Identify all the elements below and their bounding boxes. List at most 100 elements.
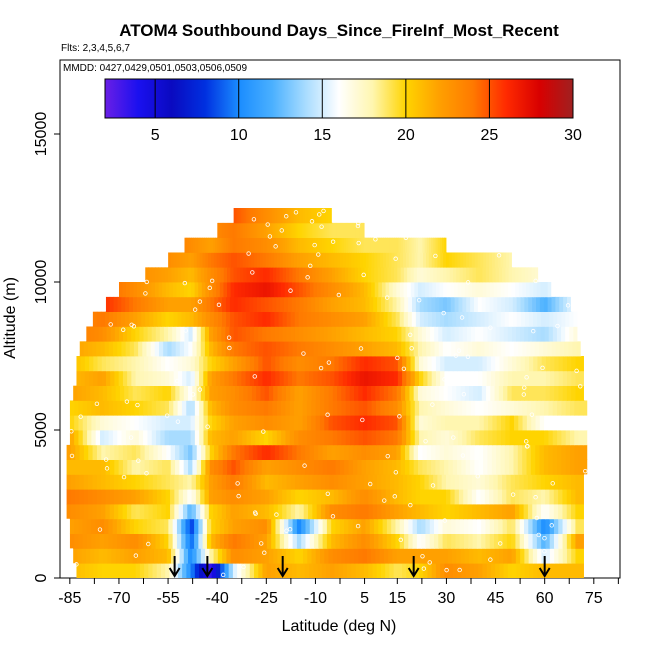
profile-markers: [168, 556, 551, 578]
heatmap-cell: [79, 341, 85, 357]
heatmap-cell: [234, 282, 239, 298]
heatmap-cell: [413, 444, 419, 460]
heatmap-cell: [221, 504, 227, 520]
heatmap-cell: [224, 370, 230, 386]
heatmap-cell: [466, 267, 470, 283]
heatmap-cell: [473, 296, 479, 312]
heatmap-cell: [414, 400, 420, 416]
heatmap-cell: [156, 296, 161, 312]
heatmap-cell: [392, 385, 398, 401]
heatmap-cell: [345, 415, 351, 431]
heatmap-cell: [511, 518, 517, 534]
heatmap-cell: [442, 533, 448, 549]
heatmap-cell: [284, 237, 288, 253]
heatmap-cell: [109, 444, 115, 460]
heatmap-cell: [503, 252, 507, 268]
heatmap-cell: [507, 326, 513, 342]
heatmap-cell: [371, 400, 377, 416]
sample-point: [330, 514, 336, 519]
heatmap-cell: [108, 311, 114, 327]
heatmap-cell: [311, 208, 313, 224]
heatmap-cell: [165, 311, 171, 327]
heatmap-cell: [236, 208, 238, 224]
heatmap-cell: [298, 415, 304, 431]
heatmap-cell: [287, 237, 290, 253]
heatmap-cell: [531, 415, 537, 431]
heatmap-cell: [440, 415, 446, 431]
heatmap-cell: [299, 208, 302, 224]
heatmap-cell: [342, 282, 347, 298]
heatmap-cell: [378, 237, 382, 253]
heatmap-cell: [282, 208, 285, 224]
heatmap-cell: [216, 415, 222, 431]
heatmap-cell: [454, 326, 460, 342]
heatmap-cell: [357, 296, 363, 312]
heatmap-cell: [497, 341, 502, 357]
heatmap-cell: [463, 504, 469, 520]
heatmap-cell: [214, 459, 220, 475]
heatmap-cell: [161, 311, 167, 327]
heatmap-cell: [137, 311, 142, 327]
heatmap-cell: [354, 430, 360, 446]
heatmap-cell: [230, 222, 233, 238]
heatmap-cell: [496, 400, 502, 416]
heatmap-cell: [423, 400, 429, 416]
heatmap-cell: [204, 341, 210, 357]
heatmap-cell: [557, 430, 562, 446]
heatmap-cell: [184, 267, 189, 283]
heatmap-cell: [274, 444, 280, 460]
heatmap-cell: [300, 237, 303, 253]
heatmap-cell: [266, 311, 272, 327]
sample-point: [192, 307, 198, 312]
heatmap-cell: [434, 533, 439, 549]
heatmap-cell: [118, 474, 124, 490]
heatmap-cell: [442, 296, 448, 312]
heatmap-cell: [383, 548, 389, 564]
heatmap-cell: [303, 208, 306, 224]
sample-point: [316, 252, 321, 257]
heatmap-cell: [409, 548, 415, 564]
heatmap-cell: [335, 267, 339, 283]
sample-point: [356, 220, 361, 226]
heatmap-cell: [290, 326, 296, 342]
heatmap-cell: [397, 430, 403, 446]
heatmap-cell: [240, 208, 242, 224]
heatmap-cell: [316, 208, 318, 224]
heatmap-cell: [493, 282, 498, 298]
heatmap-cell: [457, 252, 461, 268]
heatmap-cell: [317, 370, 323, 386]
heatmap-cell: [294, 222, 297, 238]
heatmap-cell: [483, 400, 489, 416]
heatmap-cell: [143, 400, 149, 416]
heatmap-cell: [74, 518, 79, 534]
heatmap-cell: [104, 400, 110, 416]
heatmap-cell: [383, 385, 389, 401]
heatmap-cell: [440, 430, 446, 446]
heatmap-cell: [520, 311, 526, 327]
heatmap-cell: [264, 474, 270, 490]
sample-point: [574, 368, 579, 374]
sample-point: [265, 222, 270, 227]
heatmap-cell: [159, 533, 165, 549]
heatmap-cell: [177, 400, 183, 416]
heatmap-cell: [286, 474, 292, 490]
heatmap-cell: [258, 311, 263, 327]
heatmap-cell: [380, 237, 384, 253]
heatmap-cell: [342, 341, 348, 357]
heatmap-cell: [324, 548, 330, 564]
heatmap-cell: [284, 518, 289, 534]
heatmap-cell: [200, 489, 206, 505]
sample-point: [459, 315, 465, 320]
heatmap-cell: [426, 237, 430, 253]
heatmap-cell: [89, 563, 94, 578]
heatmap-cell: [135, 474, 141, 490]
heatmap-cell: [415, 296, 421, 312]
heatmap-cell: [348, 237, 351, 253]
heatmap-cell: [306, 222, 309, 238]
heatmap-cell: [488, 311, 494, 327]
heatmap-cell: [438, 518, 444, 534]
heatmap-cell: [552, 400, 558, 416]
heatmap-cell: [545, 474, 551, 490]
heatmap-cell: [385, 326, 390, 342]
heatmap-cell: [544, 282, 549, 298]
